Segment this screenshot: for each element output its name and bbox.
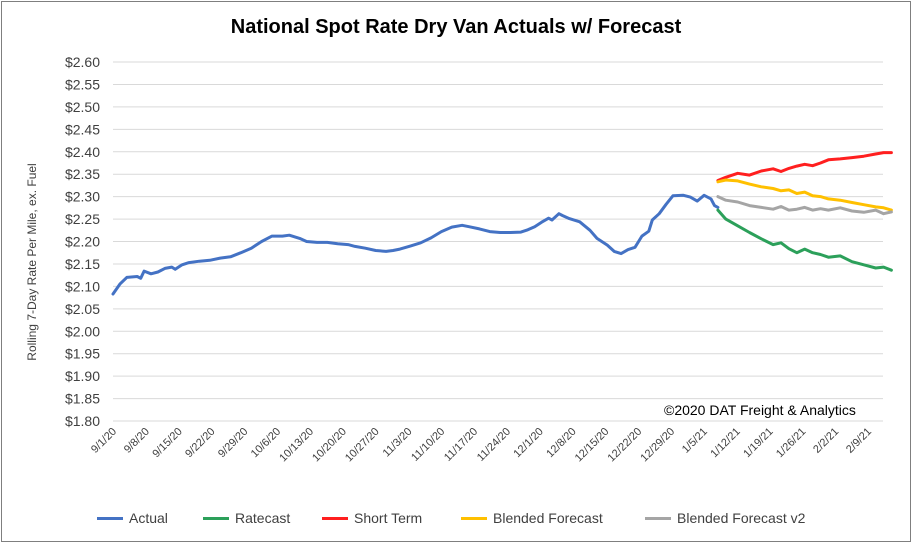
y-tick-label: $2.35 <box>65 166 100 182</box>
x-tick-labels: 9/1/20 9/8/209/15/209/22/209/29/2010/6/20… <box>89 426 874 465</box>
series-line-short-term <box>716 151 893 182</box>
series-line-ratecast <box>716 208 893 272</box>
y-tick-label: $2.25 <box>65 211 100 227</box>
y-tick-label: $2.50 <box>65 99 100 115</box>
x-tick-label: 10/13/20 <box>277 426 316 465</box>
x-tick-label: 10/27/20 <box>343 426 382 465</box>
legend-item-ratecast: Ratecast <box>203 508 290 528</box>
legend-label: Blended Forecast v2 <box>677 510 806 526</box>
y-tick-label: $2.05 <box>65 301 100 317</box>
legend-label: Short Term <box>354 510 423 526</box>
x-tick-label: 1/19/21 <box>741 426 775 460</box>
x-tick-label: 2/2/21 <box>811 426 841 456</box>
x-tick-label: 9/22/20 <box>183 426 217 460</box>
x-tick-label: 12/29/20 <box>638 426 677 465</box>
legend-item-blended-forecast: Blended Forecast <box>461 508 603 528</box>
x-tick-label: 10/20/20 <box>310 426 349 465</box>
chart-title: National Spot Rate Dry Van Actuals w/ Fo… <box>230 16 682 38</box>
legend-swatch <box>97 516 123 520</box>
series-line-actual <box>111 193 720 296</box>
y-tick-label: $2.40 <box>65 144 100 160</box>
x-tick-label: 9/15/20 <box>150 426 184 460</box>
y-tick-label: $2.15 <box>65 256 100 272</box>
series-line-blended-forecast <box>716 178 893 212</box>
legend-swatch <box>645 516 671 520</box>
x-tick-label: 11/17/20 <box>442 426 480 464</box>
y-tick-label: $1.90 <box>65 368 100 384</box>
y-tick-label: $2.45 <box>65 121 100 137</box>
x-tick-label: 12/22/20 <box>606 426 645 465</box>
y-tick-label: $2.00 <box>65 323 100 339</box>
y-tick-label: $2.30 <box>65 189 100 205</box>
x-tick-label: 1/12/21 <box>708 426 742 460</box>
series-lines <box>111 151 893 296</box>
x-tick-label: 11/10/20 <box>409 426 447 464</box>
x-tick-label: 2/9/21 <box>844 426 874 456</box>
x-tick-label: 1/5/21 <box>680 426 710 456</box>
y-axis-title: Rolling 7-Day Rate Per Mile, ex. Fuel <box>25 163 39 360</box>
y-tick-label: $2.60 <box>65 54 100 70</box>
y-tick-label: $2.55 <box>65 76 100 92</box>
legend-item-actual: Actual <box>97 508 168 528</box>
legend-label: Blended Forecast <box>493 510 603 526</box>
x-tick-label: 9/29/20 <box>216 426 250 460</box>
x-tick-label: 11/24/20 <box>475 426 513 464</box>
legend-label: Actual <box>129 510 168 526</box>
y-tick-label: $2.10 <box>65 278 100 294</box>
x-tick-label: 9/8/20 <box>122 426 152 456</box>
legend-item-blended-forecast-v2: Blended Forecast v2 <box>645 508 805 528</box>
y-tick-label: $1.80 <box>65 413 100 429</box>
copyright-annotation: ©2020 DAT Freight & Analytics <box>664 402 856 418</box>
y-tick-labels: $2.60 $2.55 $2.50 $2.45 $2.40 $2.35 $2.30 $2.25… <box>65 54 100 429</box>
legend-label: Ratecast <box>235 510 291 526</box>
legend-swatch <box>203 516 229 520</box>
x-tick-label: 12/15/20 <box>573 426 612 465</box>
legend: Actual Ratecast Short Term Blended Forecast… <box>0 508 912 528</box>
x-tick-label: 12/1/20 <box>511 426 545 460</box>
y-tick-label: $2.20 <box>65 234 100 250</box>
y-tick-label: $1.85 <box>65 391 100 407</box>
x-tick-label: 9/1/20 <box>89 426 119 456</box>
series-line-blended-forecast-v2 <box>716 195 893 216</box>
legend-swatch <box>461 516 487 520</box>
x-tick-label: 1/26/21 <box>774 426 808 460</box>
gridlines <box>113 61 883 422</box>
y-tick-label: $1.95 <box>65 346 100 362</box>
legend-item-short-term: Short Term <box>322 508 422 528</box>
legend-swatch <box>322 516 348 520</box>
